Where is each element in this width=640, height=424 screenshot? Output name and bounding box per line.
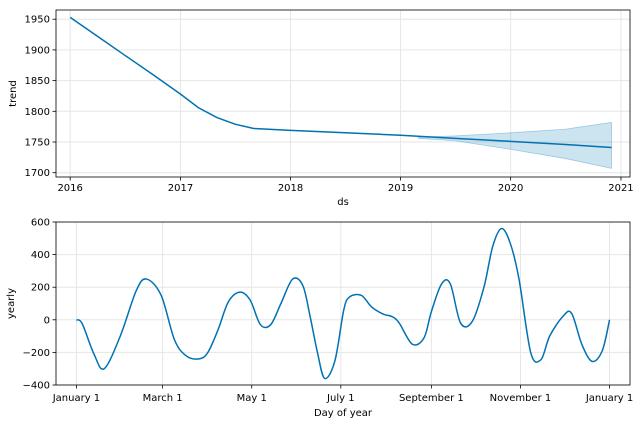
- yearly-line: [76, 227, 611, 380]
- y-tick-label: 1950: [25, 15, 50, 26]
- x-tick-label: 2020: [498, 183, 523, 194]
- x-axis-label: ds: [337, 197, 349, 208]
- y-tick-label: 400: [31, 250, 50, 261]
- y-tick-label: 200: [31, 283, 50, 294]
- y-tick-label: 1750: [25, 138, 50, 149]
- y-tick-label: 1900: [25, 45, 50, 56]
- y-tick-label: −200: [23, 348, 50, 359]
- plot-area: [56, 222, 630, 385]
- x-tick-label: January 1: [585, 393, 633, 404]
- x-tick-label: 2017: [168, 183, 193, 194]
- trend-chart: 2016 2017 2018 2019 2020 2021 1700 1750 1800 1850…: [8, 9, 634, 208]
- x-tick-label: May 1: [237, 393, 267, 404]
- y-tick-label: 600: [31, 218, 50, 229]
- x-tick-label: 2019: [388, 183, 413, 194]
- yearly-chart: January 1 March 1 May 1 July 1 September 1 No…: [6, 218, 633, 420]
- y-tick-label: 1700: [25, 168, 50, 179]
- y-tick-label: −400: [23, 381, 50, 392]
- x-tick-label: 2016: [57, 183, 82, 194]
- y-tick-label: 1850: [25, 76, 50, 87]
- y-axis-label: trend: [8, 80, 19, 107]
- x-tick-label: March 1: [143, 393, 183, 404]
- plot-frame: [55, 221, 631, 386]
- trend-line: [69, 16, 612, 149]
- x-tick-label: January 1: [52, 393, 100, 404]
- plot-frame: [55, 9, 631, 178]
- y-axis-label: yearly: [6, 288, 17, 319]
- x-axis-label: Day of year: [314, 408, 373, 419]
- uncertainty-band: [417, 121, 613, 169]
- plot-area: [56, 10, 630, 177]
- x-tick-label: 2018: [278, 183, 303, 194]
- y-tick-label: 1800: [25, 107, 50, 118]
- y-tick-label: 0: [44, 315, 50, 326]
- x-tick-label: September 1: [399, 393, 464, 404]
- x-tick-label: 2021: [608, 183, 633, 194]
- x-tick-label: July 1: [326, 393, 355, 404]
- x-tick-label: November 1: [490, 393, 552, 404]
